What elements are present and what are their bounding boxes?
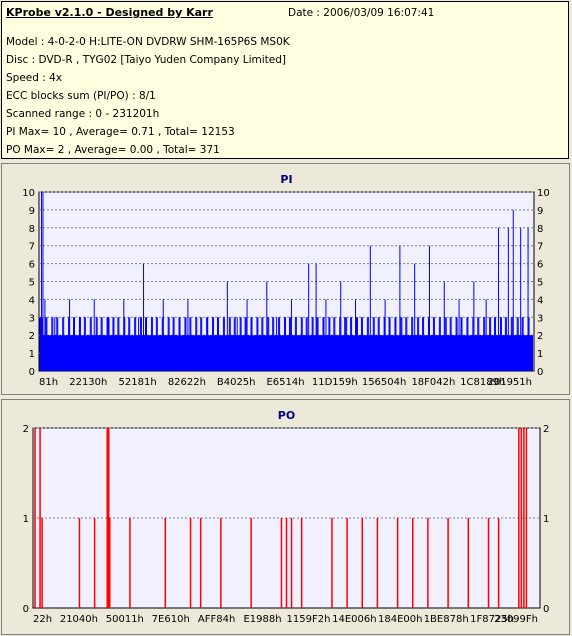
po-chart-panel: PO 0 0 1 1 2 2 22h 21040h 50011h 7E610h AFF84h E1988… [1,399,570,635]
x-tick-label: 184E00h [378,614,422,625]
y-tick-label-right: 2 [543,424,549,435]
disc-line: Disc : DVD-R , TYG02 [Taiyo Yuden Compan… [6,54,287,66]
x-tick-label: B4025h [217,377,256,388]
x-tick-label: 22h [33,614,52,625]
y-tick-label-left: 8 [29,224,35,235]
y-tick-label-right: 3 [537,313,543,324]
pi-chart: PI 0 0 1 1 2 2 3 3 4 4 5 5 6 6 7 7 8 8 9 9 10 10 81h 22130h 52181… [22,173,550,388]
x-tick-label: 11D159h [312,377,358,388]
x-tick-label: 1C8189h [460,377,505,388]
info-panel: KProbe v2.1.0 - Designed by Karr Date : … [1,1,569,159]
scan-date: Date : 2006/03/09 16:07:41 [288,7,435,19]
y-tick-label-left: 5 [29,278,35,289]
app-title: KProbe v2.1.0 - Designed by Karr [6,6,213,19]
y-tick-label-right: 8 [537,224,543,235]
x-tick-label: 23099Fh [494,614,538,625]
model-line: Model : 4-0-2-0 H:LITE-ON DVDRW SHM-165P… [6,36,290,48]
x-tick-label: 22130h [69,377,107,388]
x-tick-label: E6514h [266,377,304,388]
y-tick-label-left: 10 [22,188,35,199]
chart-title: PI [280,173,292,186]
y-tick-label-left: 9 [29,206,35,217]
y-tick-label-right: 0 [543,604,549,615]
x-tick-label: 52181h [119,377,157,388]
scanned-range-line: Scanned range : 0 - 231201h [6,108,160,120]
y-tick-label-left: 2 [29,331,35,342]
x-tick-label: 21040h [60,614,98,625]
po-stats-line: PO Max= 2 , Average= 0.00 , Total= 371 [6,144,220,156]
x-tick-label: 1159F2h [287,614,331,625]
y-tick-label-left: 0 [23,604,29,615]
y-tick-label-left: 0 [29,367,35,378]
x-tick-label: 50011h [106,614,144,625]
y-tick-label-right: 9 [537,206,543,217]
y-tick-label-right: 1 [537,349,543,360]
ecc-sum-line: ECC blocks sum (PI/PO) : 8/1 [6,90,156,102]
y-tick-label-left: 4 [29,295,35,306]
chart-title: PO [278,409,295,422]
x-tick-label: 81h [39,377,58,388]
y-tick-label-right: 5 [537,278,543,289]
x-tick-label: 201951h [487,377,532,388]
x-tick-label: 1F8725h [470,614,514,625]
x-tick-label: 1BE878h [424,614,469,625]
y-tick-label-left: 3 [29,313,35,324]
x-tick-label: 156504h [362,377,407,388]
y-tick-label-left: 6 [29,260,35,271]
po-chart: PO 0 0 1 1 2 2 22h 21040h 50011h 7E610h AFF84h E1988… [23,409,550,625]
y-tick-label-right: 6 [537,260,543,271]
pi-chart-panel: PI 0 0 1 1 2 2 3 3 4 4 5 5 6 6 7 7 8 8 9 9 10 10 81h 22130h 52181… [1,163,570,395]
y-tick-label-left: 2 [23,424,29,435]
speed-line: Speed : 4x [6,72,63,84]
x-tick-label: 82622h [168,377,206,388]
y-tick-label-right: 0 [537,367,543,378]
x-tick-label: 18F042h [411,377,455,388]
y-tick-label-right: 10 [537,188,550,199]
y-tick-label-left: 1 [23,514,29,525]
pi-stats-line: PI Max= 10 , Average= 0.71 , Total= 1215… [6,126,235,138]
x-tick-label: AFF84h [198,614,235,625]
y-tick-label-right: 1 [543,514,549,525]
y-tick-label-left: 7 [29,242,35,253]
y-tick-label-right: 7 [537,242,543,253]
x-tick-label: 7E610h [152,614,190,625]
y-tick-label-left: 1 [29,349,35,360]
x-tick-label: E1988h [243,614,281,625]
x-tick-label: 14E006h [332,614,376,625]
y-tick-label-right: 4 [537,295,543,306]
y-tick-label-right: 2 [537,331,543,342]
